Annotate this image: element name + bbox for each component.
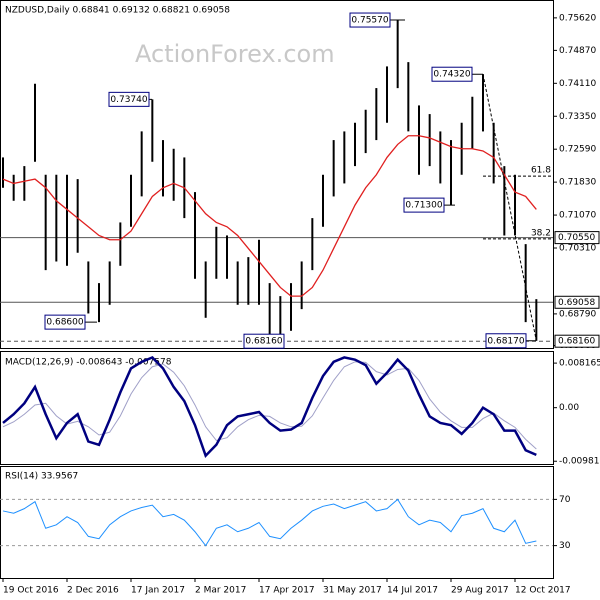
y-tick-label: 0.75620 bbox=[559, 13, 596, 23]
y-tick-label: 0.008165 bbox=[559, 359, 600, 369]
y-tick-label: -0.009812 bbox=[559, 457, 600, 467]
annotation-box bbox=[403, 197, 445, 213]
y-tick-label: 0.74110 bbox=[559, 79, 596, 89]
y-tick-label: 70 bbox=[559, 495, 571, 505]
x-tick-label: 31 May 2017 bbox=[323, 586, 382, 596]
level-label-box bbox=[554, 295, 600, 309]
level-label: 0.68160 bbox=[558, 337, 595, 347]
level-label-box bbox=[554, 231, 600, 245]
annotation-label: 0.71300 bbox=[405, 201, 442, 211]
y-tick-label: 0.71070 bbox=[559, 211, 596, 221]
level-label-box bbox=[554, 334, 600, 348]
x-tick-label: 12 Oct 2017 bbox=[515, 586, 571, 596]
annotation-label: 0.73740 bbox=[110, 95, 147, 105]
annotation-box bbox=[431, 66, 473, 82]
fib-label: 61.8 bbox=[531, 166, 551, 176]
indicator-line bbox=[2, 361, 537, 450]
title-bar: NZDUSD,Daily 0.68841 0.69132 0.68821 0.6… bbox=[5, 6, 230, 16]
rsi-title: RSI(14) 33.9567 bbox=[5, 472, 78, 482]
x-tick-label: 17 Apr 2017 bbox=[259, 586, 315, 596]
annotation-label: 0.75570 bbox=[351, 16, 388, 26]
y-tick-label: 0.70310 bbox=[559, 244, 596, 254]
annotation-label: 0.68600 bbox=[46, 318, 83, 328]
annotation-label: 0.74320 bbox=[433, 70, 470, 80]
annotation-box bbox=[108, 91, 150, 107]
y-tick-label: 0.72590 bbox=[559, 145, 596, 155]
annotation-box bbox=[243, 333, 285, 349]
macd-title: MACD(12,26,9) -0.008643 -0.007578 bbox=[5, 358, 172, 368]
watermark: ActionForex.com bbox=[135, 40, 335, 68]
moving-average bbox=[2, 135, 537, 297]
x-tick-label: 2 Dec 2016 bbox=[67, 586, 119, 596]
annotation-label: 0.68160 bbox=[245, 337, 282, 347]
macd-panel bbox=[0, 351, 554, 465]
annotation-box bbox=[44, 314, 86, 330]
level-label: 0.70550 bbox=[558, 233, 595, 243]
x-tick-label: 17 Jan 2017 bbox=[131, 586, 185, 596]
x-tick-label: 29 Aug 2017 bbox=[451, 586, 509, 596]
x-tick-label: 14 Jul 2017 bbox=[387, 586, 438, 596]
indicator-line bbox=[2, 355, 537, 459]
y-tick-label: 0.71830 bbox=[559, 178, 596, 188]
annotation-box bbox=[485, 333, 527, 349]
y-tick-label: 0.68790 bbox=[559, 309, 596, 319]
fib-label: 38.2 bbox=[531, 228, 551, 238]
annotation-box bbox=[349, 12, 391, 28]
y-tick-label: 0.73350 bbox=[559, 112, 596, 122]
annotation-label: 0.68170 bbox=[487, 336, 524, 346]
y-tick-label: 0.74870 bbox=[559, 46, 596, 56]
indicator-line bbox=[2, 498, 537, 547]
x-tick-label: 19 Oct 2016 bbox=[3, 586, 59, 596]
y-tick-label: 30 bbox=[559, 541, 571, 551]
trend-line bbox=[482, 74, 537, 341]
rsi-panel bbox=[0, 466, 554, 579]
x-tick-label: 2 Mar 2017 bbox=[195, 586, 246, 596]
y-tick-label: 0.00 bbox=[559, 403, 579, 413]
level-label: 0.69058 bbox=[558, 298, 595, 308]
